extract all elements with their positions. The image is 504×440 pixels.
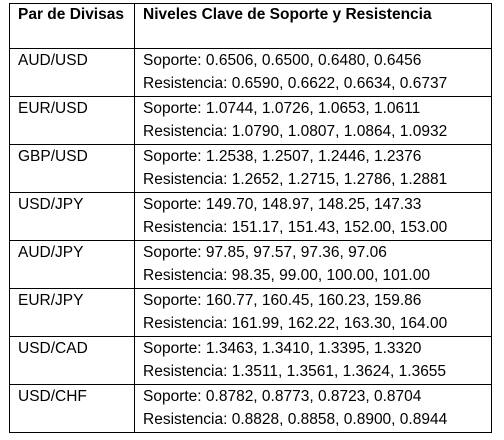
pair-cell: USD/JPY xyxy=(9,192,135,241)
support-levels: Soporte: 160.77, 160.45, 160.23, 159.86 xyxy=(143,292,422,309)
resistance-levels: Resistencia: 0.6590, 0.6622, 0.6634, 0.6… xyxy=(143,75,448,93)
pair-cell: EUR/JPY xyxy=(9,288,135,337)
pair-cell: AUD/JPY xyxy=(9,240,135,289)
table-body: AUD/USD Soporte: 0.6506, 0.6500, 0.6480,… xyxy=(9,48,492,433)
table-row: USD/CAD Soporte: 1.3463, 1.3410, 1.3395,… xyxy=(9,336,492,385)
support-levels: Soporte: 1.3463, 1.3410, 1.3395, 1.3320 xyxy=(143,340,422,357)
support-levels: Soporte: 0.6506, 0.6500, 0.6480, 0.6456 xyxy=(143,52,422,69)
levels-cell: Soporte: 0.8782, 0.8773, 0.8723, 0.8704 … xyxy=(134,384,492,433)
table-row: EUR/JPY Soporte: 160.77, 160.45, 160.23,… xyxy=(9,288,492,337)
resistance-levels: Resistencia: 151.17, 151.43, 152.00, 153… xyxy=(143,219,448,237)
table-row: USD/JPY Soporte: 149.70, 148.97, 148.25,… xyxy=(9,192,492,241)
header-pair: Par de Divisas xyxy=(9,3,135,49)
table-row: AUD/JPY Soporte: 97.85, 97.57, 97.36, 97… xyxy=(9,240,492,289)
resistance-levels: Resistencia: 98.35, 99.00, 100.00, 101.0… xyxy=(143,267,430,285)
resistance-levels: Resistencia: 1.3511, 1.3561, 1.3624, 1.3… xyxy=(143,363,447,381)
header-row: Par de Divisas Niveles Clave de Soporte … xyxy=(9,3,492,49)
levels-cell: Soporte: 1.3463, 1.3410, 1.3395, 1.3320 … xyxy=(134,336,492,385)
table-row: GBP/USD Soporte: 1.2538, 1.2507, 1.2446,… xyxy=(9,144,492,193)
table-row: EUR/USD Soporte: 1.0744, 1.0726, 1.0653,… xyxy=(9,96,492,145)
pair-cell: USD/CAD xyxy=(9,336,135,385)
resistance-levels: Resistencia: 1.0790, 1.0807, 1.0864, 1.0… xyxy=(143,123,448,141)
support-levels: Soporte: 1.2538, 1.2507, 1.2446, 1.2376 xyxy=(143,148,422,165)
pair-cell: AUD/USD xyxy=(9,48,135,97)
pair-cell: GBP/USD xyxy=(9,144,135,193)
support-resistance-table: Par de Divisas Niveles Clave de Soporte … xyxy=(9,3,492,433)
table-row: AUD/USD Soporte: 0.6506, 0.6500, 0.6480,… xyxy=(9,48,492,97)
header-levels: Niveles Clave de Soporte y Resistencia xyxy=(134,3,492,49)
support-levels: Soporte: 149.70, 148.97, 148.25, 147.33 xyxy=(143,196,422,213)
levels-cell: Soporte: 160.77, 160.45, 160.23, 159.86 … xyxy=(134,288,492,337)
levels-cell: Soporte: 97.85, 97.57, 97.36, 97.06 Resi… xyxy=(134,240,492,289)
pair-cell: EUR/USD xyxy=(9,96,135,145)
pair-cell: USD/CHF xyxy=(9,384,135,433)
resistance-levels: Resistencia: 161.99, 162.22, 163.30, 164… xyxy=(143,315,448,333)
resistance-levels: Resistencia: 1.2652, 1.2715, 1.2786, 1.2… xyxy=(143,171,448,189)
levels-cell: Soporte: 1.2538, 1.2507, 1.2446, 1.2376 … xyxy=(134,144,492,193)
table-header: Par de Divisas Niveles Clave de Soporte … xyxy=(9,3,492,49)
levels-cell: Soporte: 1.0744, 1.0726, 1.0653, 1.0611 … xyxy=(134,96,492,145)
levels-cell: Soporte: 0.6506, 0.6500, 0.6480, 0.6456 … xyxy=(134,48,492,97)
support-levels: Soporte: 0.8782, 0.8773, 0.8723, 0.8704 xyxy=(143,388,422,405)
resistance-levels: Resistencia: 0.8828, 0.8858, 0.8900, 0.8… xyxy=(143,411,448,429)
levels-cell: Soporte: 149.70, 148.97, 148.25, 147.33 … xyxy=(134,192,492,241)
table-row: USD/CHF Soporte: 0.8782, 0.8773, 0.8723,… xyxy=(9,384,492,433)
support-levels: Soporte: 97.85, 97.57, 97.36, 97.06 xyxy=(143,244,387,261)
support-levels: Soporte: 1.0744, 1.0726, 1.0653, 1.0611 xyxy=(143,100,421,117)
